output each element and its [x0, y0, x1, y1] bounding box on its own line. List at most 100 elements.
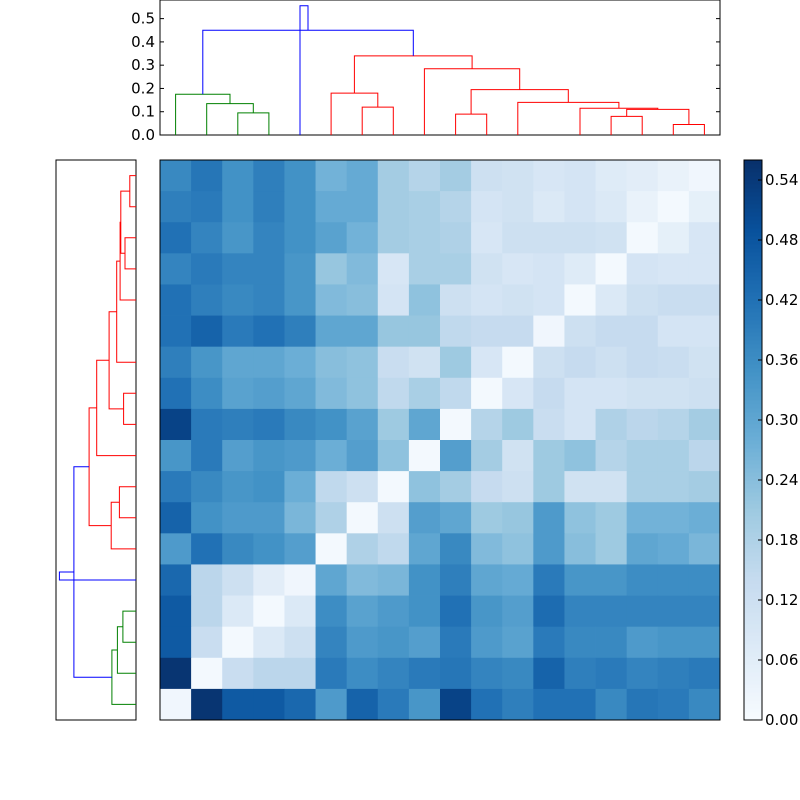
heatmap-cell — [284, 284, 316, 316]
heatmap-cell — [160, 346, 192, 379]
colorbar-gradient-step — [744, 344, 762, 349]
heatmap-cell — [191, 160, 223, 192]
heatmap-cell — [191, 346, 223, 379]
heatmap-cell — [222, 284, 254, 316]
top-dendrogram-link — [299, 5, 309, 135]
colorbar-gradient-step — [744, 700, 762, 705]
heatmap-cell — [626, 502, 659, 534]
heatmap-cell — [502, 191, 534, 223]
heatmap-cell — [253, 626, 285, 659]
heatmap-cell — [253, 284, 285, 316]
colorbar-gradient-step — [744, 440, 762, 445]
heatmap-cell — [408, 191, 441, 223]
colorbar-gradient-step — [744, 264, 762, 269]
heatmap-cell — [533, 688, 565, 721]
colorbar-gradient-step — [744, 204, 762, 209]
colorbar-gradient-step — [744, 432, 762, 437]
heatmap-cell — [284, 502, 316, 534]
heatmap-cell — [688, 253, 721, 285]
heatmap-cell — [657, 595, 690, 628]
heatmap-cell — [315, 222, 348, 254]
heatmap-cell — [471, 191, 503, 223]
heatmap-cell — [595, 657, 628, 690]
heatmap-cell — [315, 408, 348, 441]
colorbar-gradient-step — [744, 636, 762, 641]
heatmap-cell — [222, 160, 254, 192]
heatmap-cell — [253, 315, 285, 348]
heatmap-cell — [502, 533, 534, 565]
heatmap-cell — [222, 595, 254, 628]
colorbar-gradient-step — [744, 372, 762, 377]
colorbar-gradient-step — [744, 468, 762, 473]
heatmap-cell — [595, 191, 628, 223]
heatmap-cell — [408, 377, 441, 410]
colorbar-gradient-step — [744, 224, 762, 229]
heatmap-cell — [440, 160, 472, 192]
colorbar-gradient-step — [744, 192, 762, 197]
heatmap-cell — [284, 253, 316, 285]
heatmap-cell — [440, 253, 472, 285]
heatmap-cell — [657, 408, 690, 441]
heatmap-cell — [595, 315, 628, 348]
colorbar-gradient-step — [744, 216, 762, 221]
colorbar-gradient-step — [744, 412, 762, 417]
colorbar-gradient-step — [744, 576, 762, 581]
colorbar-gradient-step — [744, 464, 762, 469]
heatmap-cell — [284, 595, 316, 628]
colorbar-gradient-step — [744, 492, 762, 497]
heatmap-cell — [657, 377, 690, 410]
heatmap-cell — [315, 688, 348, 721]
colorbar: 0.00 0.06 0.12 0.18 0.24 0.30 0.36 0.42 0.48 0.54 — [743, 159, 798, 729]
heatmap-cell — [253, 253, 285, 285]
top-dendrogram-ytick-label: 0.3 — [131, 56, 155, 74]
heatmap-cell — [191, 222, 223, 254]
colorbar-gradient-step — [744, 452, 762, 457]
heatmap-cell — [688, 626, 721, 659]
heatmap-cell — [377, 688, 410, 721]
colorbar-gradient-step — [744, 568, 762, 573]
heatmap-cell — [533, 222, 565, 254]
colorbar-gradient-step — [744, 504, 762, 509]
heatmap-cell — [315, 160, 348, 192]
left-dendrogram — [55, 159, 137, 721]
heatmap-cell — [346, 440, 379, 472]
heatmap-cell — [564, 346, 596, 379]
heatmap-cell — [377, 191, 410, 223]
heatmap-cell — [595, 502, 628, 534]
heatmap-cell — [284, 346, 316, 379]
colorbar-gradient-step — [744, 496, 762, 501]
colorbar-gradient-step — [744, 560, 762, 565]
heatmap-cell — [533, 315, 565, 348]
colorbar-gradient-step — [744, 488, 762, 493]
colorbar-gradient-step — [744, 676, 762, 681]
heatmap-cell — [377, 657, 410, 690]
colorbar-gradient-step — [744, 236, 762, 241]
heatmap-cell — [222, 346, 254, 379]
heatmap-cell — [688, 440, 721, 472]
colorbar-gradient-step — [744, 500, 762, 505]
heatmap-cell — [440, 502, 472, 534]
heatmap-cell — [502, 626, 534, 659]
colorbar-gradient-step — [744, 324, 762, 329]
colorbar-tick-label: 0.24 — [765, 471, 798, 489]
top-dendrogram-frame — [159, 0, 721, 136]
heatmap-cell — [657, 222, 690, 254]
colorbar-gradient-step — [744, 656, 762, 661]
heatmap-cell — [191, 564, 223, 596]
colorbar-gradient-step — [744, 164, 762, 169]
heatmap-cell — [377, 315, 410, 348]
heatmap-cell — [595, 533, 628, 565]
heatmap-cell — [284, 626, 316, 659]
heatmap-cell — [191, 315, 223, 348]
top-dendrogram-ytick-label: 0.0 — [131, 126, 155, 144]
heatmap-cell — [471, 688, 503, 721]
heatmap-cell — [688, 377, 721, 410]
colorbar-gradient-step — [744, 380, 762, 385]
heatmap-cell — [626, 284, 659, 316]
heatmap-cell — [315, 502, 348, 534]
heatmap-cell — [471, 564, 503, 596]
heatmap-cell — [471, 595, 503, 628]
colorbar-gradient-step — [744, 404, 762, 409]
heatmap-cell — [377, 377, 410, 410]
heatmap-cell — [222, 408, 254, 441]
